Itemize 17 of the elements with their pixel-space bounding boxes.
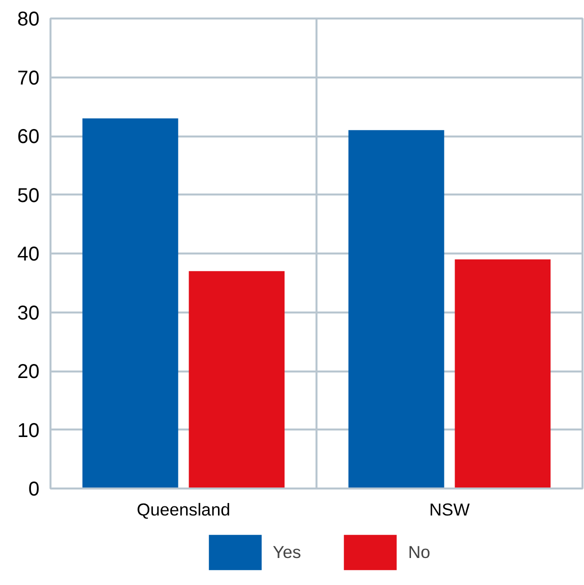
y-tick-label: 70 [17,67,40,90]
y-tick-label: 60 [17,126,40,148]
y-tick-label: 30 [17,302,40,324]
x-tick-label: Queensland [136,500,230,520]
y-tick-label: 0 [28,478,40,500]
bar [348,130,444,488]
legend-label: Yes [272,542,302,562]
bar [188,271,285,488]
y-tick-label: 50 [17,184,40,207]
y-tick-label: 40 [17,244,40,266]
bar [454,259,551,488]
y-tick-label: 20 [17,361,40,383]
y-tick-label: 10 [17,420,40,442]
x-tick-label: NSW [429,500,470,520]
legend-label: No [408,542,430,562]
bar [82,118,178,488]
y-tick-label: 80 [17,8,40,30]
